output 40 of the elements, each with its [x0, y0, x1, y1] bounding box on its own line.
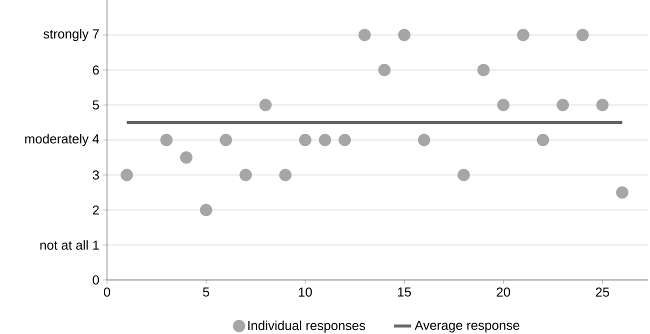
point [338, 134, 352, 146]
point [536, 134, 550, 146]
legend-label: Individual responses [248, 320, 366, 333]
point [497, 98, 510, 112]
x-tick-label: 25 [596, 288, 610, 297]
point [220, 134, 232, 146]
point [279, 168, 292, 182]
point [596, 98, 609, 112]
y-tick-label: moderately 4 [25, 134, 100, 146]
point [160, 134, 173, 146]
point [200, 204, 212, 216]
point [378, 64, 391, 76]
point [477, 64, 490, 76]
point [398, 28, 410, 42]
point [318, 134, 332, 146]
point [298, 134, 312, 146]
x-tick-label: 5 [202, 288, 210, 297]
x-tick-label: 0 [104, 288, 110, 297]
point [516, 28, 530, 42]
point [259, 98, 272, 112]
point [458, 168, 470, 182]
point [576, 28, 589, 42]
y-tick-label: 3 [92, 170, 99, 180]
point [240, 168, 252, 182]
y-tick-label: 0 [92, 275, 99, 285]
point [180, 151, 192, 164]
y-tick-label: 2 [92, 205, 99, 215]
point [556, 98, 569, 112]
x-tick-label: 10 [298, 288, 312, 297]
legend-label: Average response [414, 320, 520, 332]
y-tick-label: strongly 7 [43, 28, 99, 42]
x-tick-label: 20 [496, 288, 510, 297]
y-tick-label: 5 [92, 100, 99, 110]
point [418, 134, 430, 146]
point [616, 186, 628, 199]
x-tick-label: 15 [398, 288, 411, 297]
y-tick-label: not at all 1 [40, 240, 99, 250]
point [358, 28, 371, 42]
y-tick-label: 6 [92, 65, 99, 75]
point [120, 168, 134, 182]
